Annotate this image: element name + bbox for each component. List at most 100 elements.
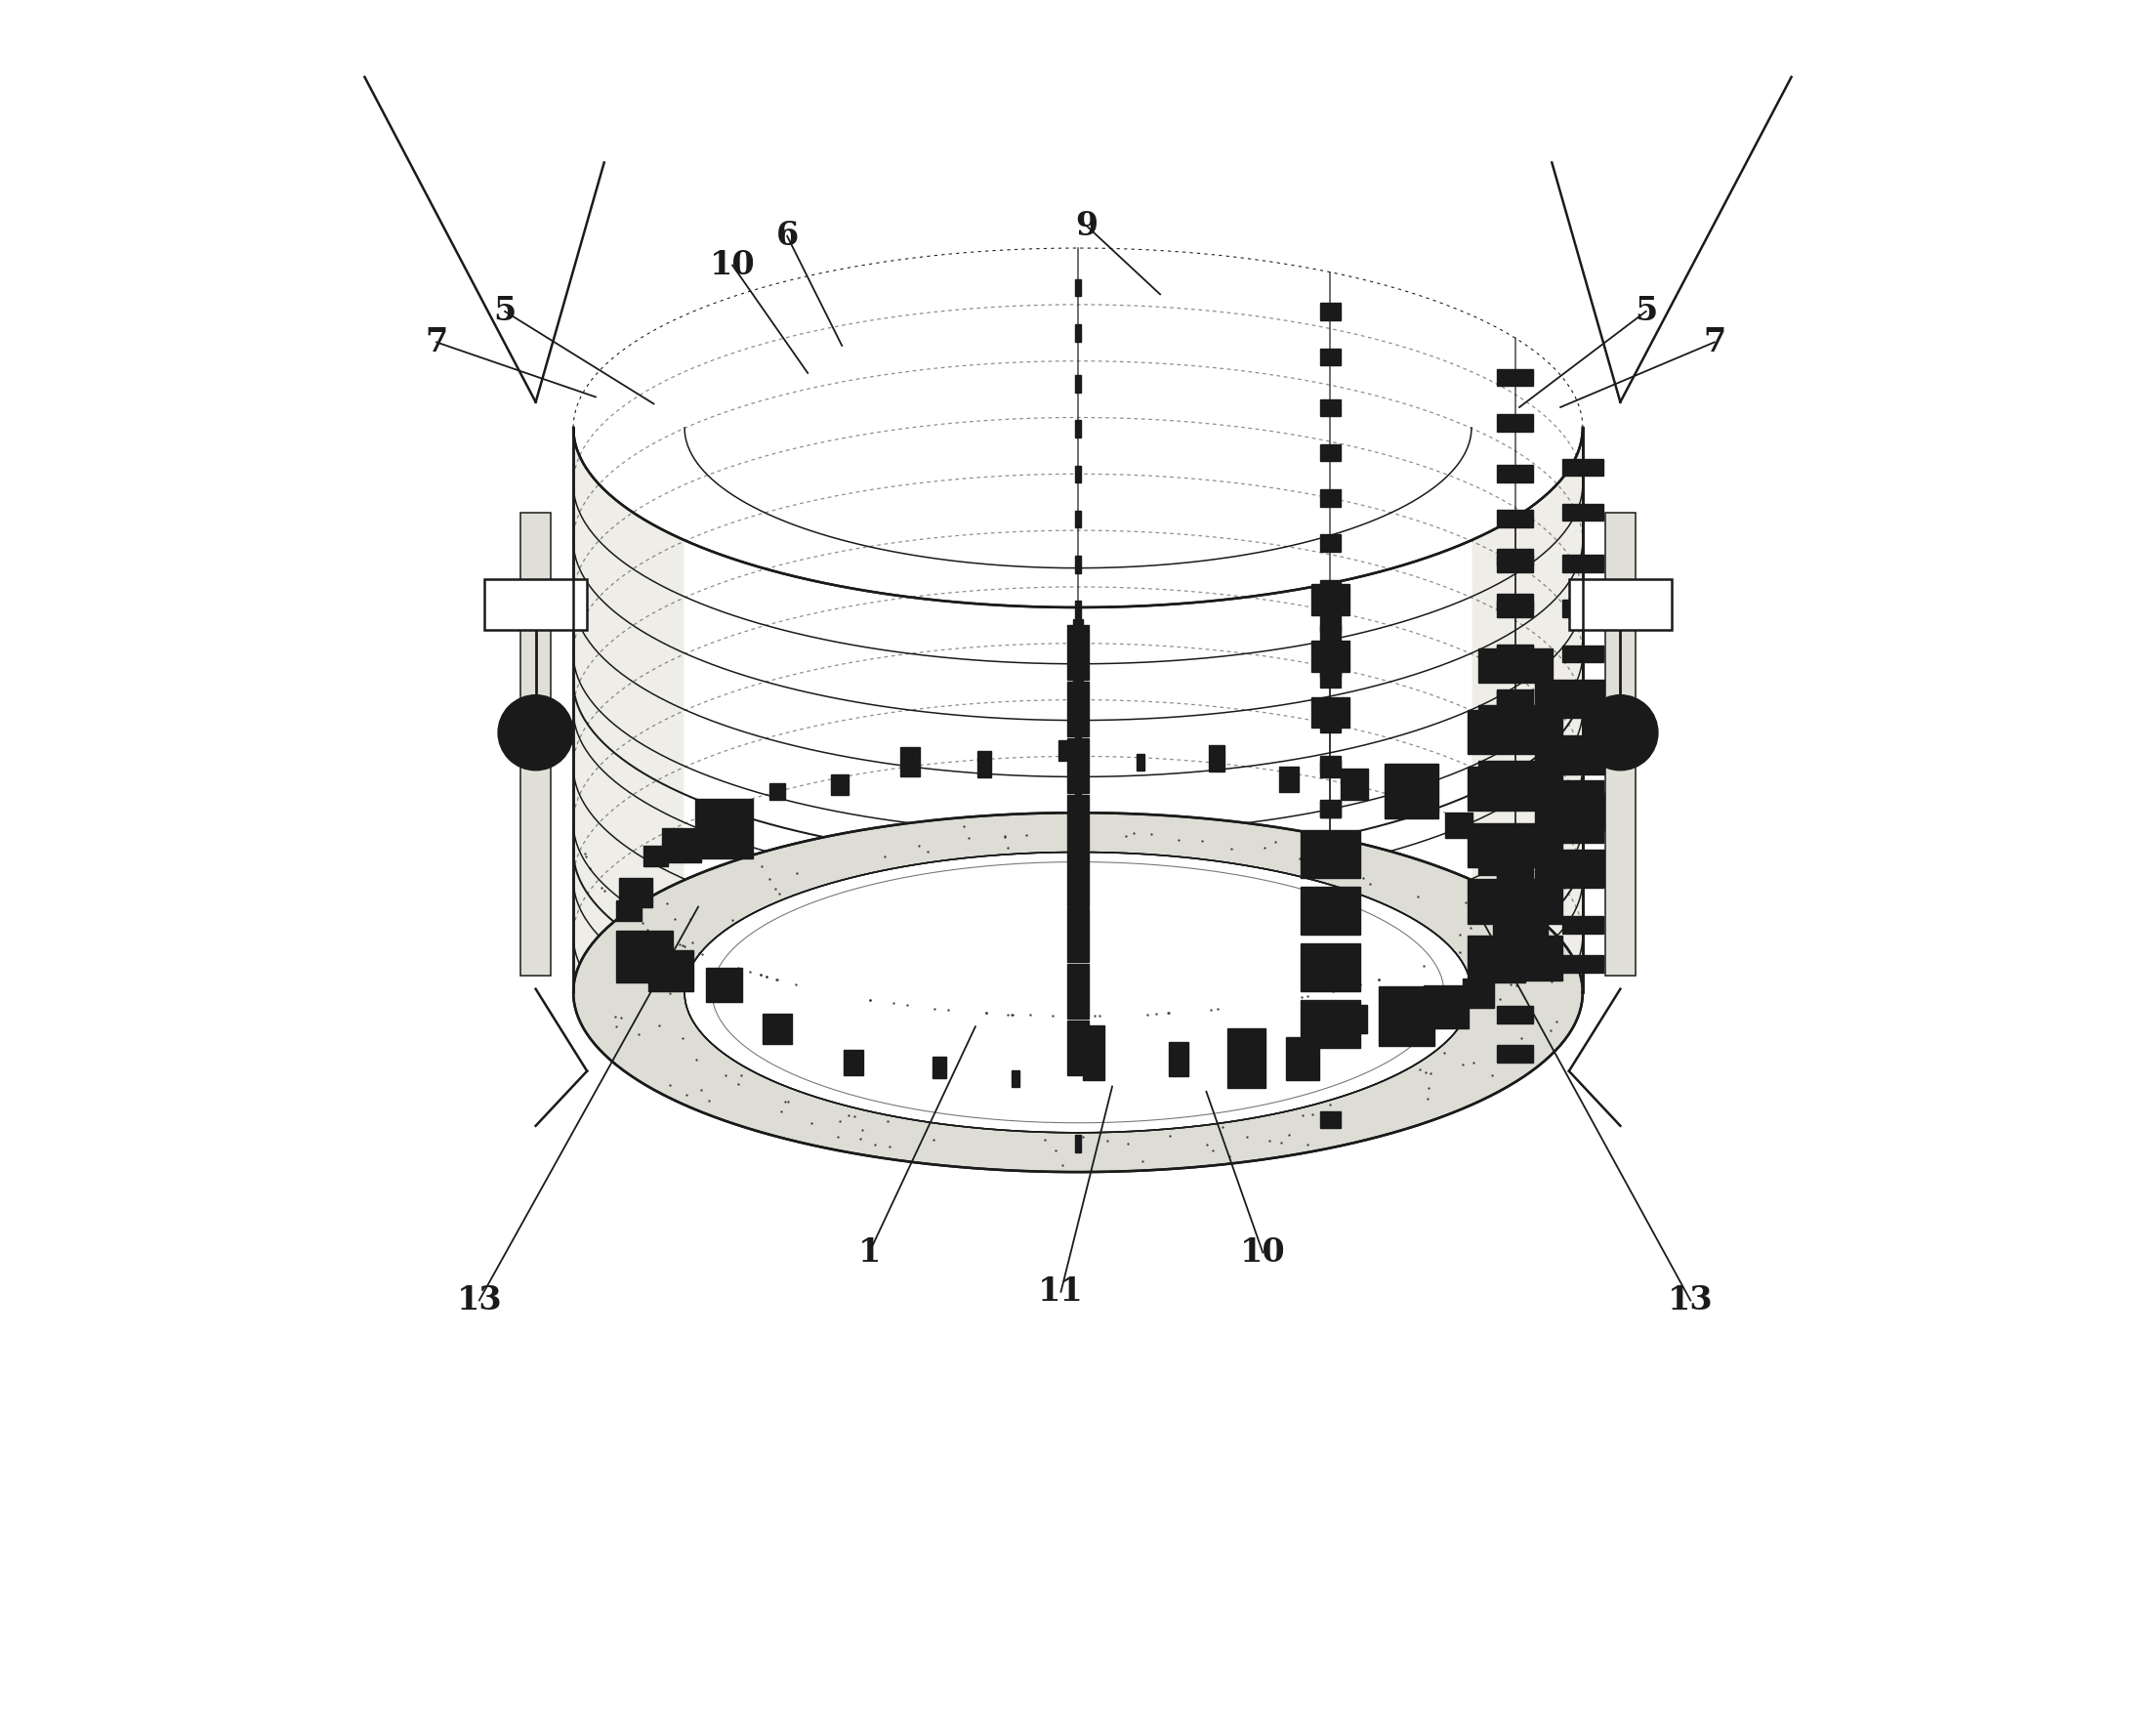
Bar (1076, 638, 1080, 655)
Bar (1067, 1020, 1089, 1075)
Bar (770, 784, 785, 801)
Bar (1311, 640, 1350, 671)
Bar (1479, 648, 1552, 683)
Polygon shape (573, 813, 1583, 1172)
Bar (1479, 705, 1552, 739)
Bar (1067, 963, 1089, 1018)
Bar (1378, 986, 1434, 1045)
Text: 7: 7 (425, 327, 448, 358)
Bar (1496, 780, 1533, 797)
Bar (694, 799, 752, 859)
Bar (1074, 676, 1082, 702)
Bar (1076, 683, 1080, 702)
Bar (1319, 715, 1341, 732)
Bar (1535, 849, 1630, 886)
Bar (1496, 915, 1533, 932)
Bar (1074, 619, 1082, 645)
Bar (1300, 943, 1360, 991)
Bar (1067, 850, 1089, 905)
Bar (1496, 690, 1533, 707)
Bar (1076, 647, 1080, 664)
Bar (1319, 349, 1341, 366)
Bar (979, 751, 992, 777)
Bar (1067, 681, 1089, 736)
Bar (1563, 645, 1604, 662)
Bar (1076, 1136, 1080, 1153)
Bar (520, 513, 552, 975)
Bar (901, 748, 918, 777)
Bar (1319, 659, 1341, 676)
Bar (645, 845, 668, 866)
Bar (1341, 1004, 1367, 1033)
Bar (1479, 761, 1552, 796)
Bar (1496, 414, 1533, 431)
Bar (1227, 1028, 1266, 1088)
Bar (662, 828, 701, 862)
Bar (1076, 279, 1080, 296)
Text: 11: 11 (1037, 1276, 1084, 1307)
Bar (1319, 1027, 1341, 1044)
Text: 5: 5 (494, 296, 515, 327)
Bar (1494, 903, 1548, 950)
Bar (1468, 879, 1563, 924)
Bar (1319, 671, 1341, 688)
Bar (1563, 601, 1604, 618)
Bar (1300, 999, 1360, 1047)
Bar (1319, 936, 1341, 953)
Bar (1563, 459, 1604, 476)
Bar (1496, 962, 1533, 979)
Bar (1319, 801, 1341, 818)
Bar (1319, 399, 1341, 416)
Bar (1076, 777, 1080, 794)
Bar (1496, 645, 1533, 662)
Bar (1319, 710, 1341, 727)
Polygon shape (686, 428, 1470, 1133)
Text: 1: 1 (858, 1237, 880, 1268)
Bar (1496, 871, 1533, 888)
Bar (1496, 691, 1533, 708)
Bar (1535, 736, 1630, 773)
Bar (1535, 792, 1630, 830)
Bar (1136, 753, 1145, 770)
Bar (1341, 768, 1369, 799)
Bar (1468, 767, 1563, 811)
Bar (1479, 845, 1511, 874)
Bar (1468, 710, 1563, 755)
Text: 13: 13 (1669, 1285, 1714, 1316)
Bar (934, 1057, 946, 1078)
Bar (1076, 601, 1080, 618)
Bar (1563, 690, 1604, 707)
Bar (1319, 756, 1341, 773)
Text: 13: 13 (457, 1285, 502, 1316)
Bar (1059, 741, 1067, 761)
Bar (619, 878, 653, 907)
Bar (832, 775, 849, 796)
Bar (1210, 746, 1225, 772)
Bar (1279, 767, 1298, 792)
Bar (1563, 915, 1604, 932)
Bar (763, 1013, 791, 1044)
Bar (843, 1049, 862, 1075)
Bar (1076, 691, 1080, 708)
Bar (1496, 601, 1533, 618)
Bar (1563, 736, 1604, 753)
Bar (1319, 625, 1341, 642)
Bar (1319, 614, 1341, 631)
Bar (1076, 734, 1080, 751)
Bar (1496, 465, 1533, 483)
Bar (1319, 845, 1341, 862)
Bar (649, 950, 694, 991)
Bar (1535, 679, 1630, 717)
Bar (617, 900, 642, 921)
Text: 7: 7 (1703, 327, 1725, 358)
Bar (1319, 891, 1341, 909)
Bar (1076, 869, 1080, 886)
Bar (485, 578, 586, 630)
Bar (1570, 578, 1671, 630)
Bar (1496, 826, 1533, 844)
Bar (1496, 866, 1533, 883)
Text: 10: 10 (1240, 1237, 1285, 1268)
Bar (1319, 801, 1341, 818)
Bar (1503, 886, 1546, 921)
Bar (1423, 986, 1468, 1028)
